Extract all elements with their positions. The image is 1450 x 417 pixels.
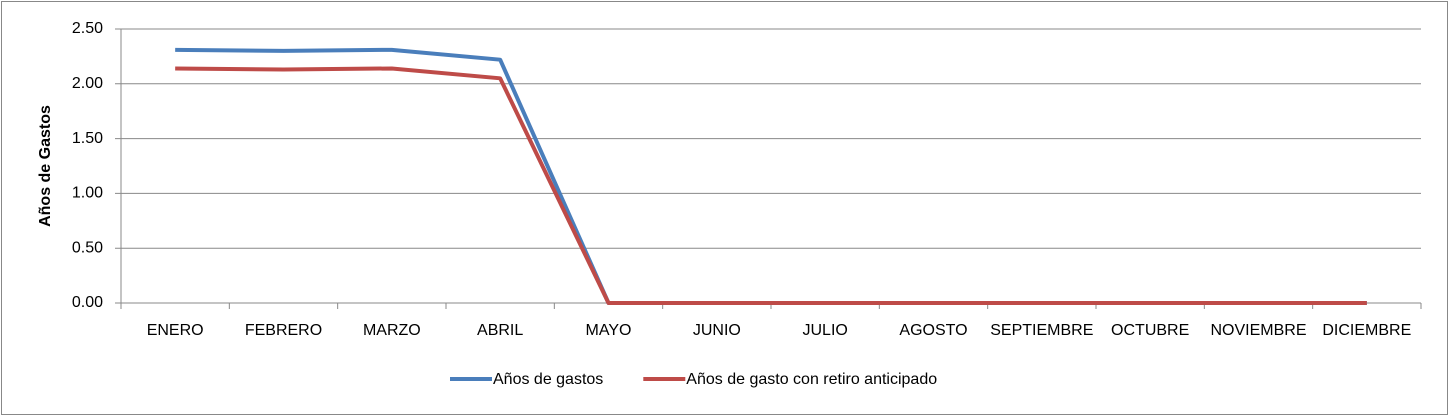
x-tick-label: JULIO bbox=[802, 322, 847, 339]
x-tick-label: AGOSTO bbox=[899, 322, 967, 339]
x-tick-label: MARZO bbox=[363, 322, 421, 339]
x-tick-label: ABRIL bbox=[477, 322, 523, 339]
x-tick-label: ENERO bbox=[147, 322, 204, 339]
y-tick-label: 1.50 bbox=[72, 130, 103, 147]
legend-label: Años de gasto con retiro anticipado bbox=[686, 371, 937, 388]
x-tick-label: SEPTIEMBRE bbox=[990, 322, 1093, 339]
y-tick-label: 0.00 bbox=[72, 294, 103, 311]
x-tick-label: MAYO bbox=[586, 322, 632, 339]
x-tick-label: JUNIO bbox=[693, 322, 741, 339]
x-tick-label: OCTUBRE bbox=[1111, 322, 1189, 339]
y-tick-label: 1.00 bbox=[72, 185, 103, 202]
x-tick-label: NOVIEMBRE bbox=[1210, 322, 1306, 339]
x-tick-label: DICIEMBRE bbox=[1322, 322, 1411, 339]
y-tick-label: 0.50 bbox=[72, 239, 103, 256]
x-tick-label: FEBRERO bbox=[245, 322, 322, 339]
y-axis-title: Años de Gastos bbox=[37, 105, 54, 227]
y-tick-label: 2.50 bbox=[72, 20, 103, 37]
y-tick-label: 2.00 bbox=[72, 75, 103, 92]
legend-label: Años de gastos bbox=[493, 371, 603, 388]
series-line bbox=[175, 66, 1367, 305]
